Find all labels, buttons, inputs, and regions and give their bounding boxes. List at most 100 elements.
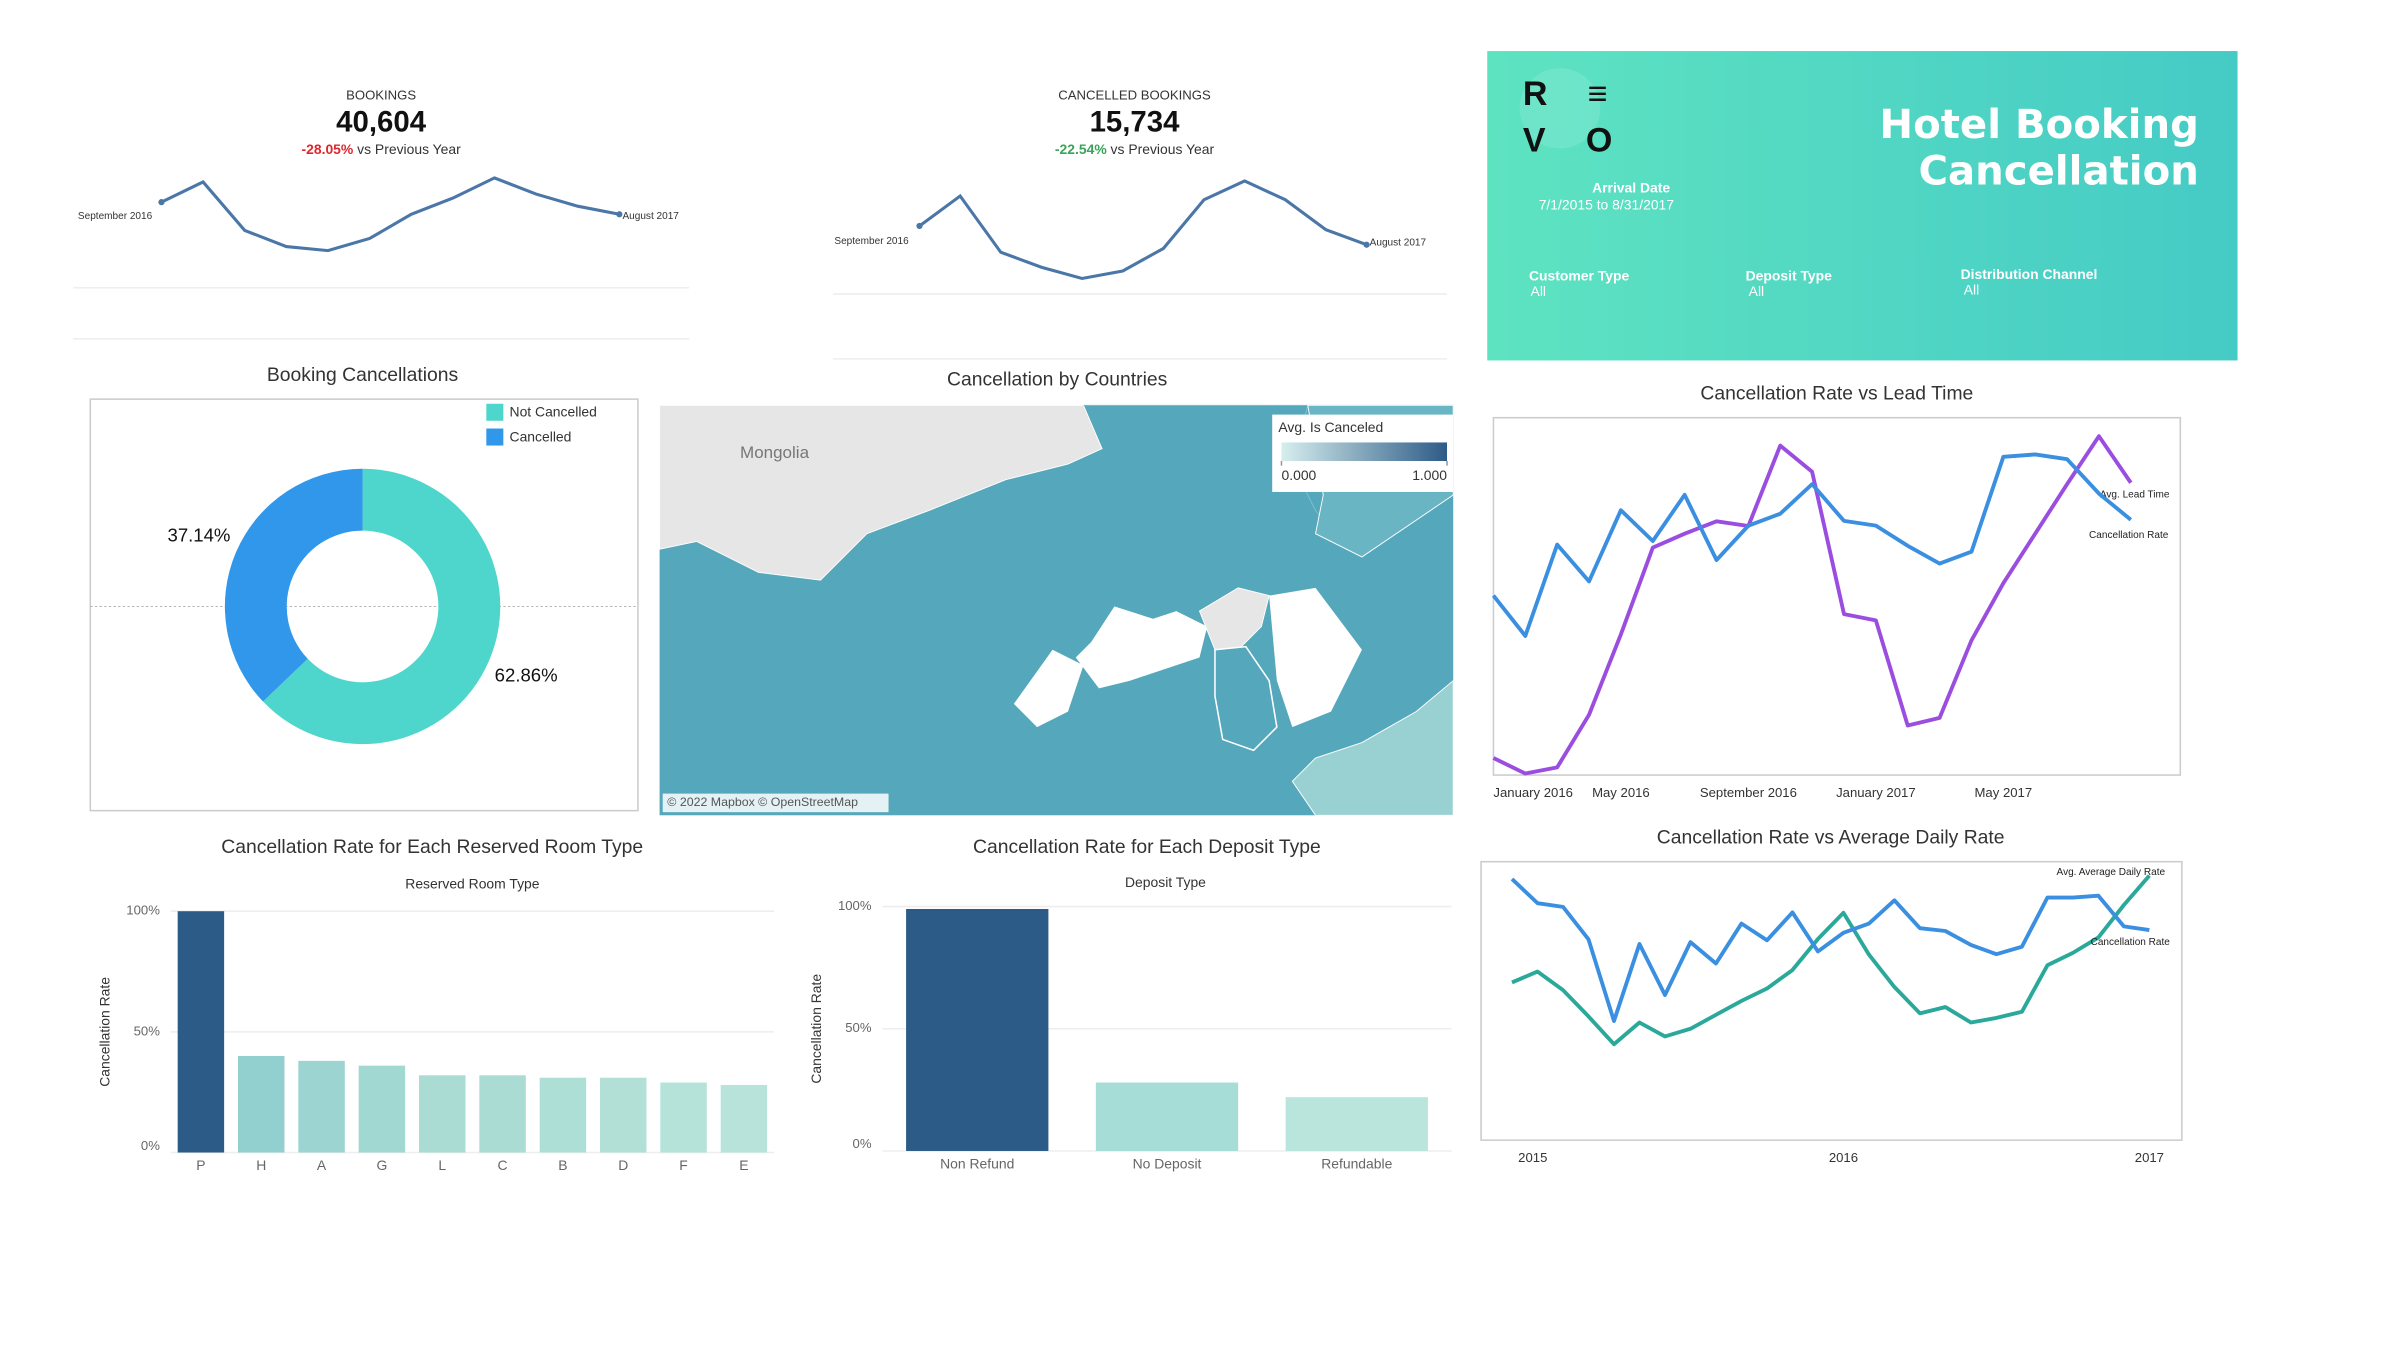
x-tick-label: H (256, 1157, 266, 1173)
y-tick-label: 50% (134, 1023, 161, 1038)
x-tick-label: Refundable (1321, 1156, 1392, 1172)
kpi-start-label: September 2016 (834, 236, 909, 247)
bar (539, 1077, 587, 1153)
series-label: Avg. Lead Time (2100, 490, 2170, 501)
x-tick-label: No Deposit (1133, 1156, 1202, 1172)
legend-title: Avg. Is Canceled (1278, 419, 1383, 435)
chart-title: Cancellation Rate for Each Reserved Room… (221, 837, 643, 858)
donut-slice (224, 468, 363, 702)
x-tick-label: C (498, 1157, 508, 1173)
y-tick-label: 100% (126, 903, 160, 918)
sea (1075, 606, 1208, 689)
series-line (1492, 434, 2133, 776)
series-label: Cancellation Rate (2091, 937, 2171, 948)
y-tick-label: 0% (853, 1136, 872, 1151)
kpi-change-text: vs Previous Year (357, 141, 461, 157)
bar (177, 911, 225, 1153)
panel-border (1480, 860, 2183, 1141)
chart-title: Booking Cancellations (267, 365, 458, 386)
x-axis-title: Deposit Type (1125, 874, 1206, 890)
legend-swatch (486, 428, 504, 446)
sea (1269, 587, 1362, 728)
bar (1285, 1097, 1428, 1151)
land (659, 404, 1103, 581)
kpi-start-label: September 2016 (78, 211, 153, 222)
x-tick-label: L (438, 1157, 446, 1173)
kpi-end-label: August 2017 (1370, 238, 1427, 249)
bar (419, 1075, 466, 1153)
x-tick-label: September 2016 (1700, 785, 1797, 800)
logo-shape (1519, 68, 1601, 149)
donut-slice (263, 468, 501, 745)
kpi-point (158, 199, 165, 206)
filter-label: Distribution Channel (1961, 266, 2098, 282)
kpi-change-value: -28.05% (301, 141, 353, 157)
y-axis-title: Cancellation Rate (96, 977, 112, 1087)
y-tick-label: 0% (141, 1138, 160, 1153)
data-label: 62.86% (495, 664, 558, 685)
kpi-line (160, 176, 620, 253)
kpi-title: BOOKINGS (346, 87, 416, 102)
attribution-bg (662, 793, 889, 813)
filter-value: All (1749, 283, 1764, 299)
panel-border (89, 398, 639, 812)
x-tick-label: G (376, 1157, 387, 1173)
filter-label: Customer Type (1529, 268, 1629, 284)
kpi-point (916, 222, 923, 230)
land (1214, 645, 1278, 752)
x-tick-label: January 2017 (1836, 785, 1916, 800)
bar (298, 1060, 345, 1153)
data-label: 37.14% (168, 524, 231, 545)
series-label: Cancellation Rate (2089, 530, 2169, 541)
dashboard-title: Hotel Booking (1879, 102, 2198, 148)
kpi-value: 15,734 (1090, 106, 1181, 139)
chart-title: Cancellation Rate vs Average Daily Rate (1657, 828, 2005, 849)
x-tick-label: 2016 (1829, 1150, 1858, 1165)
kpi-change: -28.05% vs Previous Year (301, 141, 461, 157)
x-tick-label: D (618, 1157, 628, 1173)
series-label: Avg. Average Daily Rate (2057, 867, 2166, 878)
bar (720, 1084, 768, 1153)
header-panel (1487, 51, 2238, 361)
legend-label: Cancelled (510, 428, 572, 444)
map (659, 404, 1454, 816)
x-axis-title: Reserved Room Type (405, 876, 539, 892)
kpi-end-label: August 2017 (622, 211, 679, 222)
bar (479, 1075, 526, 1153)
sea (1013, 649, 1084, 728)
bar (358, 1065, 406, 1153)
x-tick-label: P (196, 1157, 205, 1173)
x-tick-label: Non Refund (940, 1156, 1014, 1172)
chart-title: Cancellation Rate vs Lead Time (1700, 384, 1973, 405)
x-tick-label: May 2017 (1975, 785, 2033, 800)
kpi-point (616, 211, 623, 218)
bar (238, 1055, 285, 1153)
x-tick-label: May 2016 (1592, 785, 1650, 800)
bar (1095, 1082, 1239, 1151)
filter-value: 7/1/2015 to 8/31/2017 (1539, 196, 1675, 212)
legend-label: Not Cancelled (510, 404, 597, 420)
map-label: Mongolia (740, 443, 810, 462)
y-tick-label: 50% (845, 1020, 872, 1035)
filter-label: Deposit Type (1746, 268, 1833, 284)
legend-tick-label: 0.000 (1281, 467, 1316, 483)
logo: V O (1523, 121, 1628, 159)
kpi-change: -22.54% vs Previous Year (1055, 141, 1215, 157)
series-line (1510, 877, 2150, 1023)
map-attribution: © 2022 Mapbox © OpenStreetMap (667, 795, 858, 809)
dashboard-title: Cancellation (1918, 148, 2198, 194)
kpi-change-value: -22.54% (1055, 141, 1107, 157)
legend-ramp (1281, 442, 1448, 462)
x-tick-label: F (679, 1157, 688, 1173)
kpi-title: CANCELLED BOOKINGS (1058, 87, 1211, 102)
x-tick-label: E (739, 1157, 748, 1173)
x-tick-label: January 2016 (1493, 785, 1573, 800)
y-axis-title: Cancellation Rate (808, 974, 824, 1084)
chart-title: Cancellation by Countries (947, 370, 1167, 391)
kpi-change-text: vs Previous Year (1111, 141, 1215, 157)
bar (660, 1082, 707, 1153)
x-tick-label: 2015 (1518, 1150, 1547, 1165)
chart-title: Cancellation Rate for Each Deposit Type (973, 837, 1321, 858)
